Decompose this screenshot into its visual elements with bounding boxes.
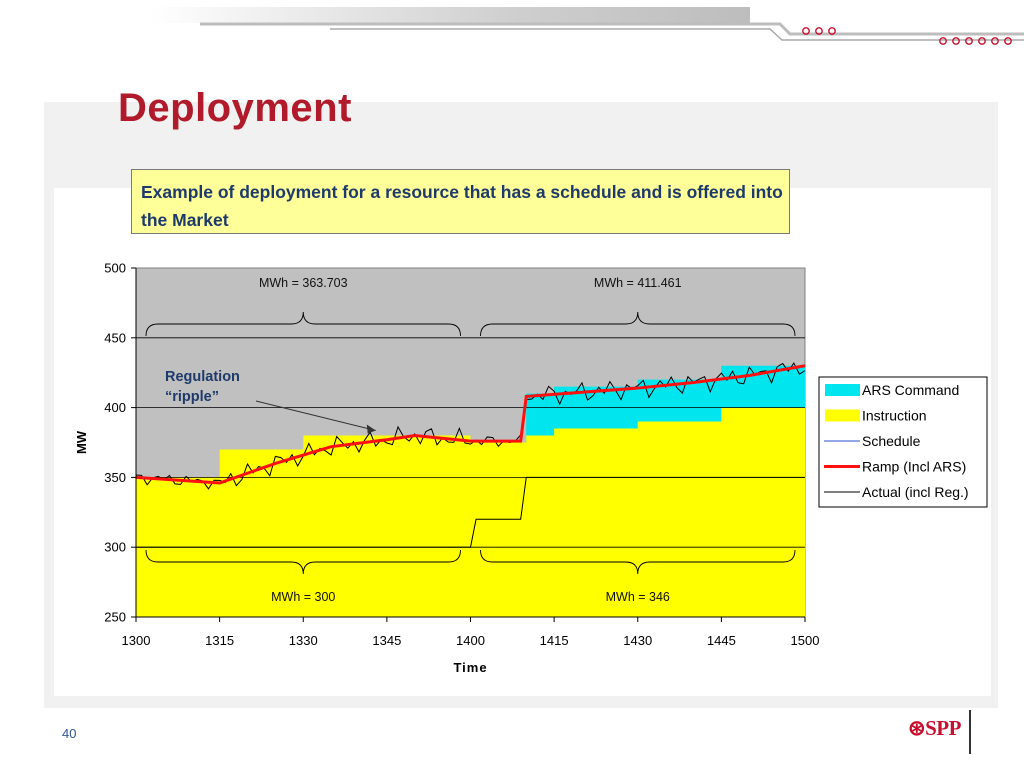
y-tick-label-250: 250 [104, 610, 126, 625]
y-tick-label-300: 300 [104, 540, 126, 555]
y-tick-label-350: 350 [104, 470, 126, 485]
schedule-line [136, 476, 805, 548]
legend-swatch-2 [825, 409, 860, 422]
mwh-brace-4 [480, 549, 796, 575]
mwh-brace-2 [480, 311, 796, 337]
x-axis-label: Time [453, 660, 487, 675]
slide-number: 40 [62, 726, 77, 741]
legend-swatch-1 [825, 384, 860, 396]
mwh-label-4: MWh = 346 [606, 590, 670, 604]
header-decoration [150, 7, 1024, 45]
x-tick-label-1430: 1430 [623, 633, 652, 648]
x-tick-label-1330: 1330 [289, 633, 318, 648]
spp-logo: ⊛SPP [908, 716, 961, 741]
y-axis-label: MW [74, 430, 89, 454]
ramp-line [135, 364, 806, 485]
mwh-label-3: MWh = 300 [271, 590, 335, 604]
logo-text: SPP [925, 716, 961, 740]
legend-entry-2: Instruction [862, 408, 927, 424]
x-tick-label-1445: 1445 [707, 633, 736, 648]
mwh-label-2: MWh = 411.461 [594, 276, 682, 290]
x-tick-label-1315: 1315 [205, 633, 234, 648]
logo-mark-icon: ⊛ [908, 716, 926, 740]
mwh-label-1: MWh = 363.703 [259, 276, 348, 290]
legend-entry-3: Schedule [862, 433, 921, 449]
x-tick-label-1345: 1345 [372, 633, 401, 648]
legend-entry-4: Ramp (Incl ARS) [862, 459, 966, 475]
ripple-arrow [255, 400, 376, 432]
ripple-arrowhead-icon [366, 424, 376, 434]
legend-box [818, 376, 988, 508]
ripple-label-line2: “ripple” [165, 389, 219, 405]
x-tick-label-1415: 1415 [540, 633, 569, 648]
y-tick-label-400: 400 [104, 400, 126, 415]
logo-divider [969, 710, 971, 754]
mwh-brace-3 [145, 549, 461, 575]
legend-entry-1: ARS Command [862, 382, 959, 398]
mwh-brace-1 [145, 311, 461, 337]
y-tick-label-500: 500 [104, 261, 126, 276]
ripple-label-line1: Regulation [165, 369, 240, 385]
y-tick-label-450: 450 [104, 330, 126, 345]
x-tick-label-1500: 1500 [791, 633, 820, 648]
legend-entry-5: Actual (incl Reg.) [862, 484, 969, 500]
callout-box: Example of deployment for a resource tha… [131, 169, 790, 234]
slide-title: Deployment [118, 86, 352, 130]
x-tick-label-1400: 1400 [456, 633, 485, 648]
x-tick-label-1300: 1300 [122, 633, 151, 648]
instruction-area [136, 407, 805, 617]
